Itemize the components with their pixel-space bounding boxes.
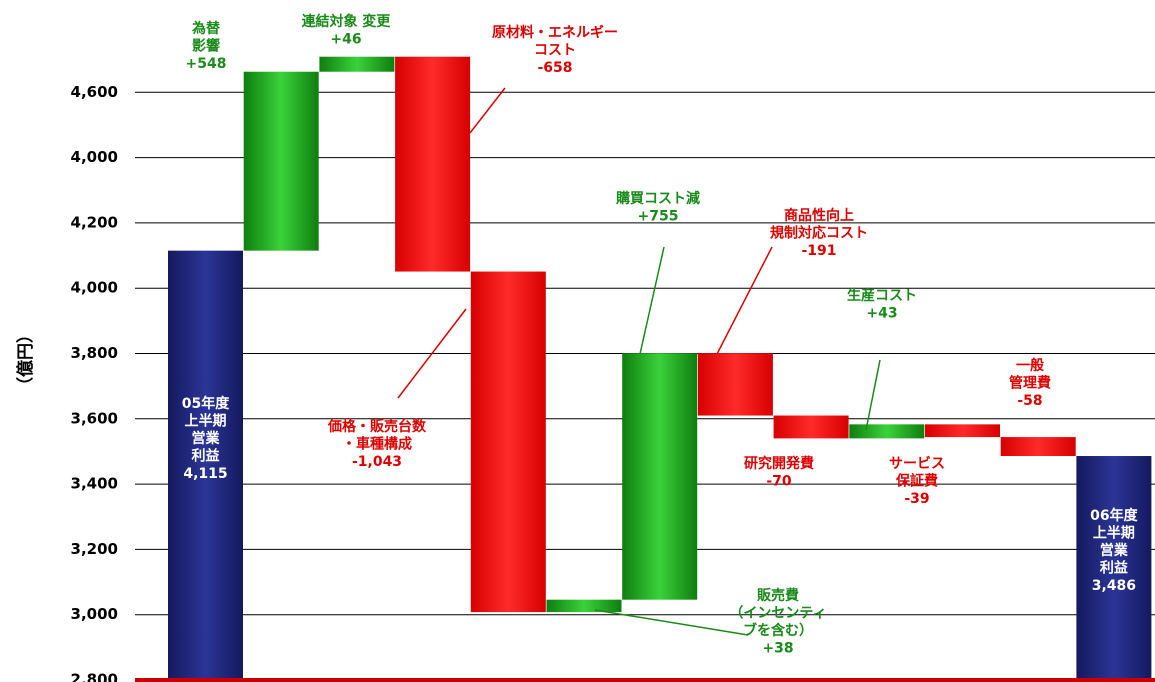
y-axis-label: （億円） xyxy=(15,326,36,394)
waterfall-bar xyxy=(697,353,773,416)
waterfall-bar xyxy=(470,271,546,613)
waterfall-bar xyxy=(1000,437,1076,457)
leader-line xyxy=(865,359,881,431)
data-label: 研究開発費-70 xyxy=(744,455,814,490)
data-label: 為替影響+548 xyxy=(186,20,227,72)
waterfall-bar xyxy=(849,424,925,439)
y-tick-label: 3,200 xyxy=(71,540,118,558)
data-label: 販売費（インセンティブを含む）+38 xyxy=(729,587,826,657)
data-label: 生産コスト+43 xyxy=(847,287,917,322)
y-tick-label: 4,000 xyxy=(71,148,118,166)
data-label: 商品性向上規制対応コスト-191 xyxy=(770,207,868,259)
y-axis-ticks: 2,800 3,000 3,200 3,400 3,600 3,800 4,000 4,200… xyxy=(71,83,118,682)
waterfall-bar xyxy=(1076,456,1152,680)
data-label: 06年度上半期営業利益 3,486 xyxy=(1090,507,1138,594)
data-label: 連結対象 変更+46 xyxy=(302,13,392,48)
bars xyxy=(168,56,1152,680)
waterfall-bar xyxy=(622,353,698,600)
leader-line xyxy=(716,246,773,355)
leader-line xyxy=(397,308,467,399)
y-tick-label: 4,200 xyxy=(71,213,118,231)
y-tick-label: 3,400 xyxy=(71,475,118,493)
data-label: 一般管理費-58 xyxy=(1009,357,1051,409)
y-tick-label: 4,000 xyxy=(71,279,118,297)
leader-line xyxy=(469,87,506,134)
y-tick-label: 3,000 xyxy=(71,605,118,623)
data-label: 原材料・エネルギーコスト-658 xyxy=(492,24,618,76)
leader-lines xyxy=(397,87,881,636)
y-tick-label: 2,800 xyxy=(71,671,118,682)
leader-line xyxy=(594,609,749,636)
waterfall-bar xyxy=(773,415,849,439)
waterfall-bar xyxy=(168,250,243,680)
waterfall-bar xyxy=(319,56,395,72)
data-label: 価格・販売台数・車種構成-1,043 xyxy=(327,418,427,470)
y-tick-label: 3,600 xyxy=(71,409,118,427)
waterfall-bar xyxy=(925,424,1000,438)
data-labels: 05年度上半期営業利益 4,115 為替影響+548 連結対象 変更+46 原材料・エネ… xyxy=(182,13,1139,657)
leader-line xyxy=(639,246,665,355)
data-label: 購買コスト減+755 xyxy=(615,190,700,225)
waterfall-bar xyxy=(243,71,319,251)
data-label: 05年度上半期営業利益 4,115 xyxy=(182,395,230,482)
waterfall-bar xyxy=(546,599,622,613)
y-tick-label: 4,600 xyxy=(71,83,118,101)
data-label: サービス保証費-39 xyxy=(889,456,945,507)
y-tick-label: 3,800 xyxy=(71,344,118,362)
waterfall-bar xyxy=(395,56,471,272)
